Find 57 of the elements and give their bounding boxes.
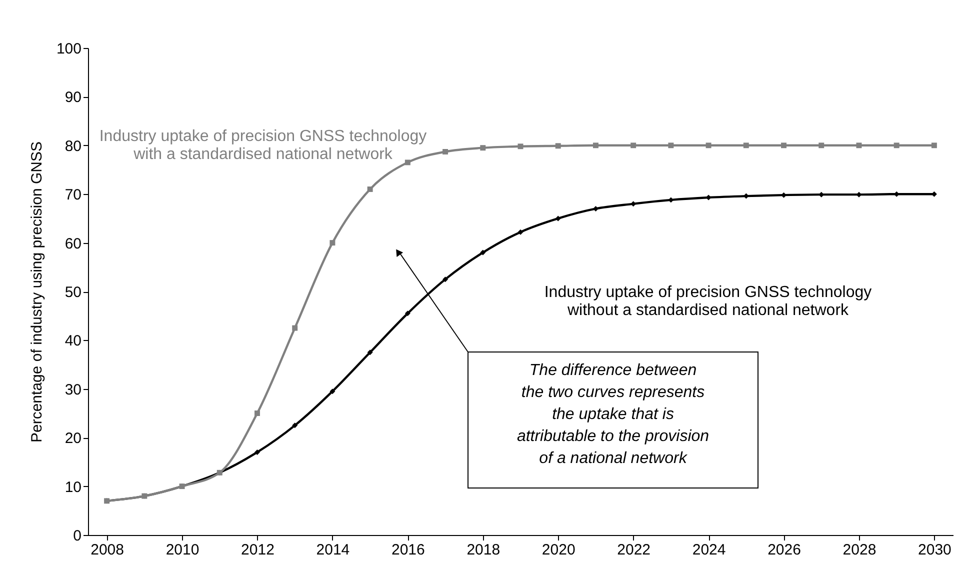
point <box>856 142 862 148</box>
x-tick-label: 2026 <box>768 542 801 558</box>
point <box>668 142 674 148</box>
point <box>254 449 260 455</box>
point <box>743 142 749 148</box>
point <box>555 216 561 222</box>
series-label: Industry uptake of precision GNSS technology with a standardised national network <box>99 128 427 163</box>
y-tick-label: 50 <box>64 284 82 301</box>
x-tick-label: 2024 <box>692 542 726 558</box>
point <box>442 148 448 154</box>
annotation: The difference between the two curves represents the uptake that is attributable to the provision of a national network <box>516 362 710 467</box>
x-tick-label: 2012 <box>241 542 274 558</box>
point <box>367 350 373 356</box>
point <box>555 143 561 149</box>
point <box>480 250 486 256</box>
point <box>330 388 336 394</box>
y-tick-label: 90 <box>64 89 82 106</box>
point <box>592 206 598 212</box>
point <box>592 142 598 148</box>
y-tick-label: 80 <box>64 138 82 155</box>
x-tick-label: 2030 <box>918 542 952 558</box>
point <box>480 145 486 151</box>
point <box>781 192 786 198</box>
point <box>518 229 524 235</box>
point <box>818 142 824 148</box>
point <box>292 325 298 331</box>
y-axis-title: Percentage of industry using precision GNSS <box>28 142 46 442</box>
y-tick-label: 20 <box>64 430 82 448</box>
point <box>442 276 448 282</box>
x-tick-label: 2010 <box>166 542 200 558</box>
x-tick-label: 2022 <box>617 542 651 558</box>
text: Industry uptake of precision GNSS technology without a standardised national network <box>544 284 872 319</box>
y-tick-label: 10 <box>64 478 82 496</box>
point <box>630 142 636 148</box>
x-tick-label: 2018 <box>466 542 500 558</box>
y-tick-label: 60 <box>64 235 82 252</box>
point <box>706 142 712 148</box>
x-tick-label: 2016 <box>391 542 425 558</box>
y-tick-label: 40 <box>64 332 82 350</box>
point <box>404 160 410 166</box>
point <box>931 142 937 148</box>
y-tick-label: 0 <box>73 528 82 544</box>
x-tick-label: 2028 <box>842 542 876 558</box>
x-tick-label: 2020 <box>542 542 576 558</box>
point <box>254 410 260 416</box>
x-tick-label: 2014 <box>316 542 350 558</box>
y-tick-label: 70 <box>64 186 82 204</box>
y-tick-label: 30 <box>64 381 82 398</box>
point <box>404 310 410 316</box>
point <box>518 144 524 150</box>
x-tick-label: 2008 <box>90 542 124 558</box>
y-tick-label: 100 <box>56 40 82 58</box>
point <box>292 422 298 428</box>
point <box>330 240 336 246</box>
point <box>367 186 373 192</box>
point <box>781 142 786 148</box>
point <box>894 142 900 148</box>
